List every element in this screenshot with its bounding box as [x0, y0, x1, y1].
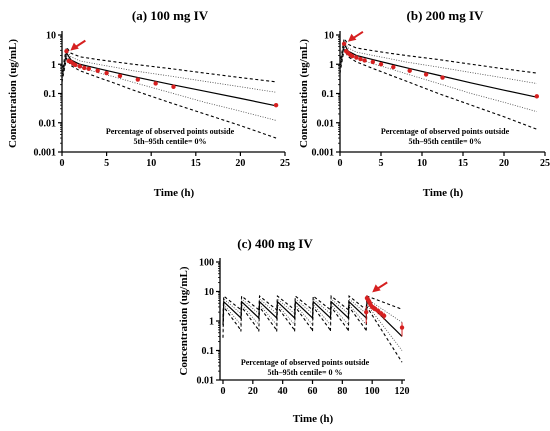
observed-point	[82, 65, 87, 71]
y-tick-label: 10	[324, 31, 334, 42]
peak-arrow-icon	[347, 30, 364, 42]
curve-median	[222, 300, 403, 337]
x-tick-label: 120	[395, 386, 410, 397]
curve-p95	[222, 294, 403, 317]
panel-title: (c) 400 mg IV	[237, 236, 313, 251]
observed-point	[399, 325, 405, 330]
observed-point	[153, 81, 158, 86]
observed-point	[350, 53, 355, 59]
observed-point	[370, 59, 375, 65]
observed-point	[77, 64, 83, 69]
y-tick-label: 0.01	[197, 376, 215, 387]
observed-point	[364, 309, 369, 315]
observed-point	[381, 313, 387, 319]
x-axis-label: Time (h)	[423, 187, 464, 199]
curve-inner-lower	[61, 54, 277, 121]
annotation-line: 5th–95th centile= 0%	[409, 137, 482, 146]
observed-point	[407, 68, 412, 73]
y-tick-label: 0.001	[312, 148, 335, 159]
x-axis-label: Time (h)	[293, 413, 334, 425]
observed-point	[375, 308, 381, 314]
y-tick-label: 1	[329, 60, 334, 71]
curve-95th-centile	[61, 45, 277, 83]
y-axis-label: Concentration (ug/mL)	[178, 266, 190, 375]
y-tick-label: 0.01	[317, 118, 335, 129]
panel-title: (a) 100 mg IV	[132, 8, 209, 23]
peak-arrow-icon	[70, 39, 86, 51]
observed-point	[440, 75, 445, 80]
curve-inner-upper	[222, 298, 403, 323]
curve-95th-centile	[339, 37, 537, 74]
observed-point	[423, 72, 429, 77]
x-tick-label: 10	[417, 158, 427, 169]
peak-arrow-icon	[372, 281, 388, 293]
x-tick-label: 60	[308, 386, 318, 397]
x-axis-label: Time (h)	[154, 187, 195, 199]
annotation-line: 5th–95th centile= 0 %	[268, 368, 343, 377]
observed-point	[117, 73, 123, 79]
x-tick-label: 100	[365, 386, 380, 397]
x-tick-label: 5	[104, 158, 109, 169]
panel-title: (b) 200 mg IV	[407, 8, 485, 23]
observed-point	[104, 70, 109, 76]
annotation-line: Percentage of observed points outside	[381, 127, 510, 136]
observed-point	[135, 77, 141, 82]
curve-p5	[222, 305, 403, 363]
curve-inner-upper	[61, 49, 277, 93]
observed-point	[362, 58, 367, 63]
curve-inner-lower	[339, 45, 537, 113]
x-tick-label: 20	[248, 386, 258, 397]
x-tick-label: 20	[499, 158, 509, 169]
x-tick-label: 40	[278, 386, 288, 397]
observed-point	[378, 311, 384, 316]
observed-point	[341, 41, 347, 47]
y-axis-label: Concentration (ug/mL)	[7, 39, 19, 148]
y-tick-label: 100	[199, 258, 214, 269]
observed-point	[171, 84, 176, 89]
y-tick-label: 0.1	[202, 346, 215, 357]
y-axis-label: Concentration (ug/mL)	[298, 39, 310, 148]
x-tick-label: 5	[379, 158, 384, 169]
observed-point	[273, 102, 279, 108]
x-tick-label: 15	[191, 158, 201, 169]
x-tick-label: 80	[337, 386, 347, 397]
x-tick-label: 20	[235, 158, 245, 169]
observed-point	[86, 66, 91, 71]
y-tick-label: 0.1	[322, 89, 335, 100]
panel-b: (b) 200 mg IV 0 5 10 15 20 25 0.001 0.01 0.1 1 10 Ti…	[298, 8, 550, 199]
x-tick-label: 25	[540, 158, 550, 169]
y-tick-label: 10	[204, 287, 214, 298]
observed-point	[378, 62, 384, 67]
x-tick-label: 0	[220, 386, 225, 397]
x-tick-label: 0	[338, 158, 343, 169]
curve-median	[61, 50, 277, 107]
curve-inner-lower	[222, 303, 403, 351]
observed-point	[354, 55, 359, 60]
panel-c: (c) 400 mg IV 0 20 40 60 80 100 120 0.01 0.1 1 10 10…	[178, 236, 410, 425]
x-tick-label: 10	[146, 158, 156, 169]
annotation-line: Percentage of observed points outside	[241, 358, 370, 367]
observed-point	[73, 62, 78, 68]
observed-point	[358, 56, 363, 62]
y-tick-label: 1	[209, 317, 214, 328]
x-tick-label: 0	[60, 158, 65, 169]
observed-point	[95, 68, 100, 73]
y-tick-label: 0.001	[34, 148, 57, 159]
curve-5th-centile	[339, 47, 537, 130]
y-tick-label: 1	[51, 60, 56, 71]
observed-point	[534, 94, 539, 99]
x-tick-label: 15	[458, 158, 468, 169]
curve-inner-upper	[339, 40, 537, 84]
y-tick-label: 0.1	[44, 89, 57, 100]
y-tick-label: 10	[46, 31, 56, 42]
curve-median	[339, 42, 537, 98]
panel-a: (a) 100 mg IV 0 5 10 15 20 25 0.001 0.01 0.1 1 10 Ti…	[7, 8, 290, 199]
y-tick-label: 0.01	[39, 118, 57, 129]
observed-point	[64, 48, 69, 54]
observed-point	[391, 64, 396, 70]
annotation-line: Percentage of observed points outside	[106, 127, 235, 136]
annotation-line: 5th–95th centile= 0%	[134, 137, 207, 146]
x-tick-label: 25	[280, 158, 290, 169]
